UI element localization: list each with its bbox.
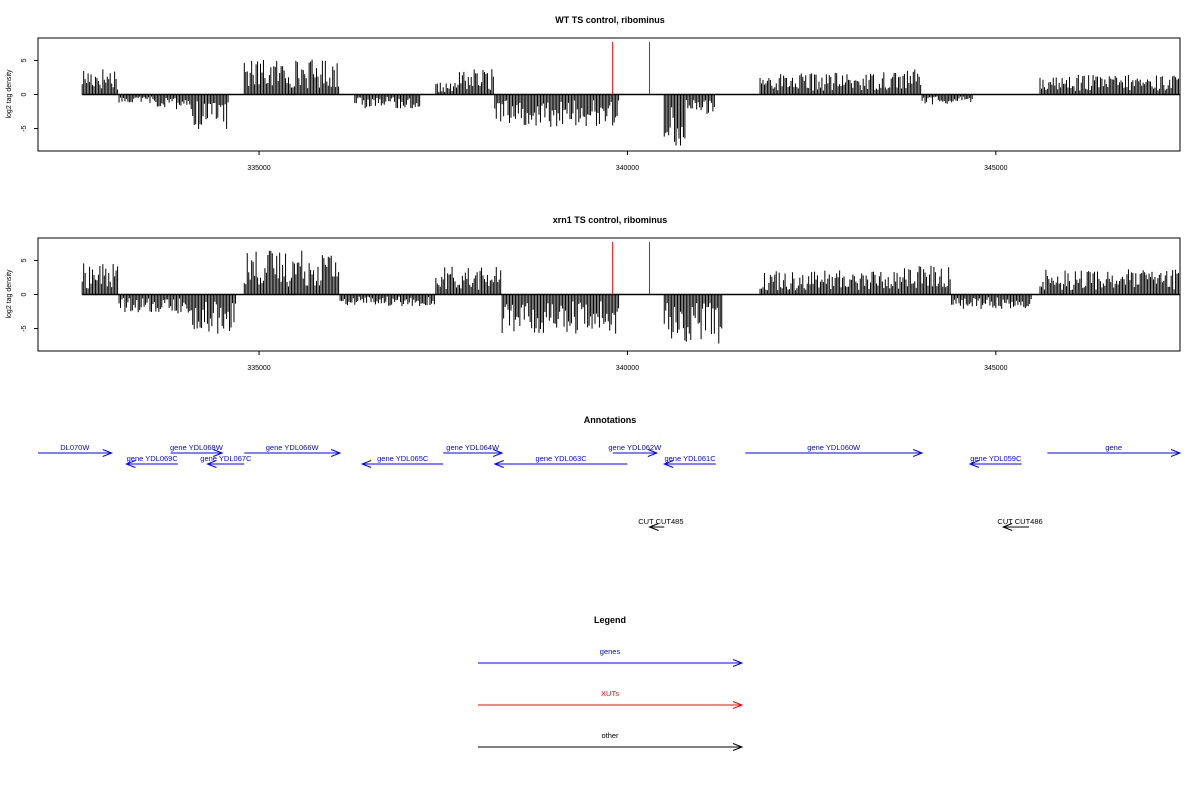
- arrow-head: [647, 449, 659, 457]
- y-axis-label: log2 tag density: [6, 269, 13, 319]
- x-tick-label: 345000: [984, 165, 1007, 172]
- arrow-head: [912, 449, 924, 457]
- gene-label: gene YDL066W: [266, 443, 320, 452]
- x-tick-label: 345000: [984, 365, 1007, 372]
- arrow-head: [968, 460, 980, 468]
- y-axis: -5 0 5: [21, 258, 39, 332]
- gene-label: gene YDL064W: [446, 443, 500, 452]
- cut-label: CUT CUT486: [997, 517, 1042, 526]
- legend-label: genes: [600, 647, 621, 656]
- arrow-head: [102, 449, 114, 457]
- legend: Legend genes XUTs other: [478, 615, 744, 751]
- gene-arrow: [170, 449, 224, 457]
- arrow-head: [360, 460, 372, 468]
- y-axis: -5 0 5: [21, 58, 39, 132]
- y-tick-label: -5: [21, 125, 28, 131]
- xut-markers: [612, 42, 651, 95]
- gene-arrow: [493, 460, 628, 468]
- gene-label: gene YDL061C: [664, 454, 716, 463]
- gene-label: gene YDL069C: [127, 454, 179, 463]
- gene-arrow: [968, 460, 1022, 468]
- x-tick-label: 335000: [247, 365, 270, 372]
- arrow-head: [1170, 449, 1182, 457]
- arrow-head: [1001, 523, 1013, 531]
- y-tick-label: 0: [21, 92, 28, 96]
- track-xrn1: xrn1 TS control, ribominus 335000 340000 3…: [6, 215, 1181, 372]
- annotations-title: Annotations: [584, 415, 637, 425]
- x-tick-label: 335000: [247, 165, 270, 172]
- coverage-bars: [81, 59, 1180, 146]
- gene-label: DL070W: [60, 443, 90, 452]
- legend-arrow: [478, 659, 744, 667]
- xut-markers: [612, 242, 651, 295]
- gene-label: gene YDL068W: [170, 443, 224, 452]
- arrow-head: [493, 460, 504, 468]
- x-tick-label: 340000: [616, 365, 639, 372]
- gene-arrow: [745, 449, 924, 457]
- arrow-head: [206, 460, 217, 468]
- gene-arrow: [612, 449, 659, 457]
- gene-arrow: [443, 449, 504, 457]
- arrow-head: [213, 449, 224, 457]
- cut-label: CUT CUT485: [638, 517, 683, 526]
- arrow-head: [732, 743, 744, 751]
- arrow-head: [732, 701, 744, 709]
- arrow-head: [648, 523, 659, 531]
- annotations-panel: Annotations DL070W gene YDL068W gene YDL06…: [38, 415, 1182, 531]
- legend-arrow: [478, 701, 744, 709]
- gene-label: gene YDL062W: [608, 443, 662, 452]
- cut-arrow: [648, 523, 665, 531]
- y-tick-label: -5: [21, 325, 28, 331]
- arrow-head: [125, 460, 136, 468]
- y-tick-label: 5: [21, 258, 28, 262]
- gene-label: gene: [1105, 443, 1122, 452]
- gene-arrow: [125, 460, 178, 468]
- gene-label: gene YDL060W: [807, 443, 861, 452]
- arrow-head: [732, 659, 744, 667]
- arrow-head: [662, 460, 674, 468]
- gene-arrow: [38, 449, 114, 457]
- annotation-items: DL070W gene YDL068W gene YDL069C gene YDL06…: [38, 443, 1182, 531]
- legend-label: XUTs: [601, 689, 619, 698]
- gene-label: gene YDL067C: [200, 454, 252, 463]
- gene-arrow: [244, 449, 342, 457]
- legend-arrow: [478, 743, 744, 751]
- arrow-head: [492, 449, 504, 457]
- legend-label: other: [601, 731, 619, 740]
- y-tick-label: 5: [21, 58, 28, 62]
- x-axis: 335000 340000 345000: [247, 351, 1008, 372]
- gene-label: gene YDL059C: [970, 454, 1022, 463]
- coverage-bars: [81, 250, 1180, 344]
- y-tick-label: 0: [21, 292, 28, 296]
- legend-title: Legend: [594, 615, 626, 625]
- y-axis-label: log2 tag density: [6, 69, 13, 119]
- x-tick-label: 340000: [616, 165, 639, 172]
- arrow-head: [330, 449, 342, 457]
- track-title: WT TS control, ribominus: [555, 15, 665, 25]
- track-wt: WT TS control, ribominus 335000 340000 345…: [6, 15, 1181, 172]
- gene-label: gene YDL063C: [536, 454, 588, 463]
- cut-arrow: [1001, 523, 1029, 531]
- legend-items: genes XUTs other: [478, 647, 744, 751]
- gene-label: gene YDL065C: [377, 454, 429, 463]
- x-axis: 335000 340000 345000: [247, 151, 1008, 172]
- track-title: xrn1 TS control, ribominus: [553, 215, 668, 225]
- gene-arrow: [206, 460, 245, 468]
- gene-arrow: [1047, 449, 1182, 457]
- gene-arrow: [662, 460, 716, 468]
- gene-arrow: [360, 460, 444, 468]
